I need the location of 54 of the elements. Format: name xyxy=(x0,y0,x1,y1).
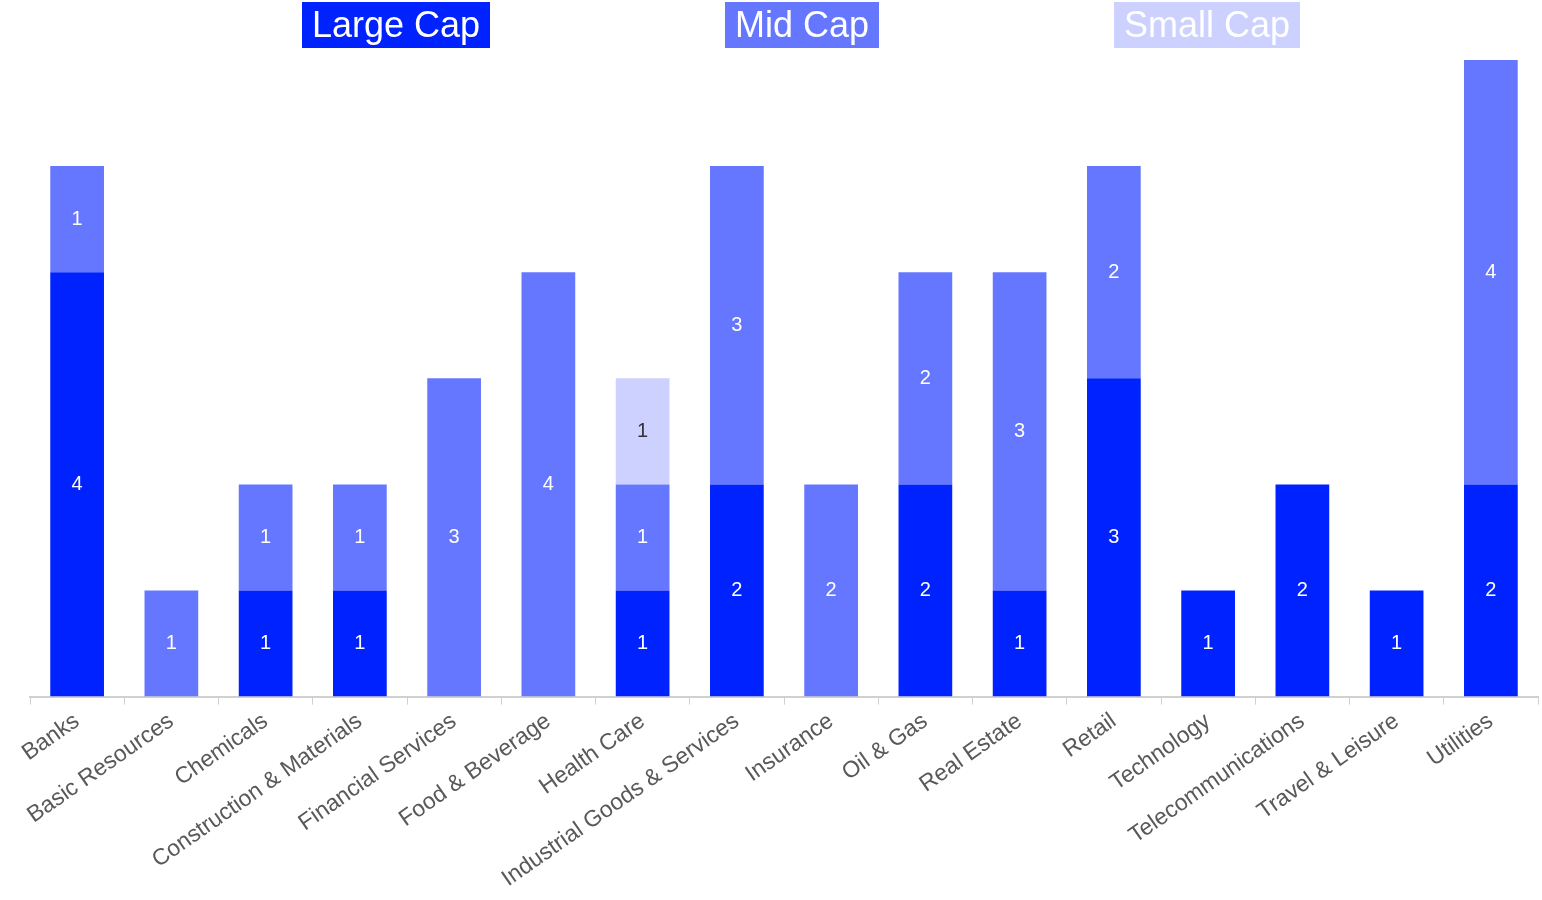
bar xyxy=(1464,60,1518,485)
bar xyxy=(615,590,670,697)
data-label: 4 xyxy=(542,471,554,494)
data-label: 3 xyxy=(448,524,460,547)
bar xyxy=(992,272,1047,591)
bar xyxy=(898,272,953,485)
bar xyxy=(521,272,576,697)
bar xyxy=(427,378,481,697)
bar xyxy=(1369,590,1424,697)
data-label: 4 xyxy=(71,471,83,494)
bar xyxy=(144,590,199,697)
bar xyxy=(1087,166,1141,379)
bar xyxy=(50,272,104,697)
bar xyxy=(238,590,293,697)
data-label: 2 xyxy=(919,578,931,601)
data-label: 3 xyxy=(1014,418,1026,441)
data-label: 1 xyxy=(260,524,272,547)
data-label: 2 xyxy=(825,578,837,601)
bar xyxy=(804,484,858,697)
data-label: 1 xyxy=(637,631,649,654)
data-label: 1 xyxy=(165,631,177,654)
bar xyxy=(710,166,764,485)
bar xyxy=(50,166,104,273)
bar xyxy=(1464,484,1518,697)
data-label: 1 xyxy=(71,206,83,229)
text: Mid Cap xyxy=(725,2,880,48)
data-label: 1 xyxy=(637,418,649,441)
data-label: 1 xyxy=(637,524,649,547)
data-label: 2 xyxy=(731,578,743,601)
bar xyxy=(710,484,764,697)
data-label: 1 xyxy=(1202,631,1214,654)
data-label: 3 xyxy=(731,312,743,335)
data-label: 2 xyxy=(1485,578,1497,601)
data-label: 1 xyxy=(1014,631,1026,654)
data-label: 2 xyxy=(1296,578,1308,601)
bar xyxy=(1275,484,1330,697)
text: Large Cap xyxy=(301,2,490,48)
bar xyxy=(333,484,387,591)
data-label: 4 xyxy=(1485,259,1497,282)
data-label: 2 xyxy=(1108,259,1120,282)
bar xyxy=(898,484,953,697)
bar xyxy=(992,590,1047,697)
data-label: 1 xyxy=(354,631,366,654)
data-label: 1 xyxy=(260,631,272,654)
bar xyxy=(238,484,293,591)
bar xyxy=(333,590,387,697)
bar xyxy=(1181,590,1235,697)
data-label: 2 xyxy=(919,365,931,388)
data-label: 3 xyxy=(1108,524,1120,547)
data-label: 1 xyxy=(354,524,366,547)
bar xyxy=(615,378,670,485)
data-label: 1 xyxy=(1391,631,1403,654)
bar xyxy=(1087,378,1141,697)
bar xyxy=(615,484,670,591)
